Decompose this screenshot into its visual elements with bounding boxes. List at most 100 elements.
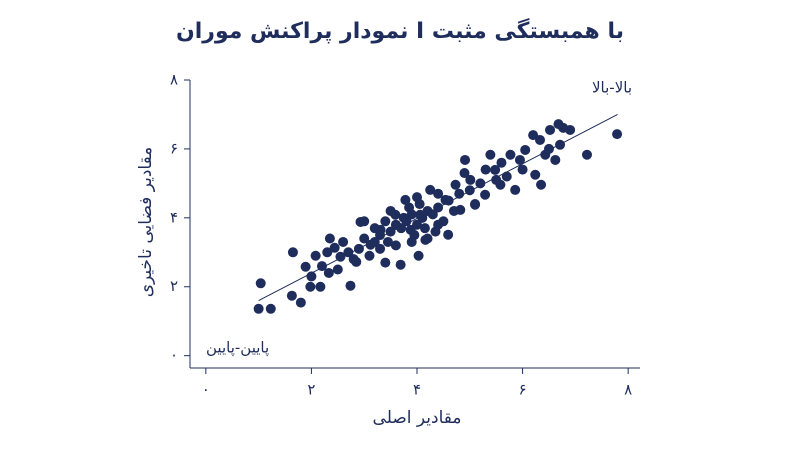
point <box>335 251 346 262</box>
y-tick-label: ۴ <box>170 208 178 226</box>
point <box>406 236 417 247</box>
point <box>419 223 430 234</box>
point <box>422 233 433 244</box>
point <box>480 164 491 175</box>
point <box>329 242 340 253</box>
point <box>530 169 541 180</box>
y-axis-label: مقادیر فضایی تاخیری <box>136 147 156 298</box>
x-tick-label: ۲ <box>307 381 315 399</box>
point <box>380 216 391 227</box>
point <box>470 199 481 210</box>
x-tick-label: ۶ <box>519 381 527 399</box>
point <box>425 184 436 195</box>
point <box>496 157 507 168</box>
point <box>438 216 449 227</box>
x-tick-label: ۰ <box>202 381 210 399</box>
point <box>338 236 349 247</box>
y-tick-label: ۰ <box>170 346 178 364</box>
y-tick-label: ۸ <box>170 71 178 89</box>
point <box>550 154 561 165</box>
annotation: بالا-بالا <box>592 79 632 97</box>
point <box>433 188 444 199</box>
point <box>459 168 470 179</box>
point <box>553 119 564 130</box>
point <box>286 290 297 301</box>
point <box>375 243 386 254</box>
point <box>322 247 333 258</box>
point <box>536 179 547 190</box>
point <box>348 254 359 265</box>
point <box>375 230 386 241</box>
point <box>545 124 556 135</box>
point <box>501 171 512 182</box>
point <box>465 174 476 185</box>
point <box>310 250 321 261</box>
point <box>343 247 354 258</box>
point <box>413 250 424 261</box>
point <box>528 130 539 141</box>
point <box>412 192 422 203</box>
point <box>430 226 441 237</box>
annotation: پایین-پایین <box>206 339 269 358</box>
point <box>485 149 496 160</box>
point <box>332 264 343 275</box>
point <box>543 143 554 154</box>
point <box>255 278 266 289</box>
point <box>324 233 335 244</box>
point <box>450 179 461 190</box>
x-axis-label: مقادیر اصلی <box>373 408 462 428</box>
point <box>443 195 454 206</box>
point <box>517 164 528 175</box>
point <box>323 267 334 278</box>
point <box>300 261 311 272</box>
point <box>287 247 298 258</box>
point <box>480 189 491 200</box>
point <box>398 212 409 223</box>
point <box>305 281 316 292</box>
point <box>427 209 438 220</box>
chart-title: نمودار پراکنش موران I با همبستگی مثبت <box>176 17 624 44</box>
point <box>505 149 516 160</box>
point <box>390 219 401 230</box>
point <box>460 154 471 165</box>
point <box>520 144 531 155</box>
point <box>612 129 623 140</box>
point <box>417 212 428 223</box>
y-tick-label: ۶ <box>170 139 178 157</box>
point <box>316 261 327 272</box>
point <box>306 271 317 282</box>
point <box>514 154 525 165</box>
point <box>385 205 396 216</box>
point <box>364 250 375 261</box>
point <box>369 223 380 234</box>
point <box>400 194 411 205</box>
x-tick-label: ۴ <box>413 381 421 399</box>
point <box>448 205 459 216</box>
point <box>443 229 454 240</box>
point <box>382 236 393 247</box>
point <box>555 139 566 150</box>
point <box>490 164 501 175</box>
point <box>359 216 370 227</box>
point <box>454 188 465 199</box>
point <box>345 280 356 291</box>
point <box>464 185 475 196</box>
point <box>510 184 521 195</box>
point <box>565 124 576 135</box>
point <box>369 236 380 247</box>
point <box>315 281 326 292</box>
point <box>390 240 401 251</box>
point <box>385 226 396 237</box>
point <box>253 303 264 314</box>
point <box>395 259 406 270</box>
point <box>581 149 592 160</box>
point <box>380 257 391 268</box>
point <box>433 202 444 213</box>
point <box>265 303 276 314</box>
point <box>491 174 502 185</box>
point <box>353 243 364 254</box>
x-tick-label: ۸ <box>624 381 632 399</box>
point <box>475 178 486 189</box>
